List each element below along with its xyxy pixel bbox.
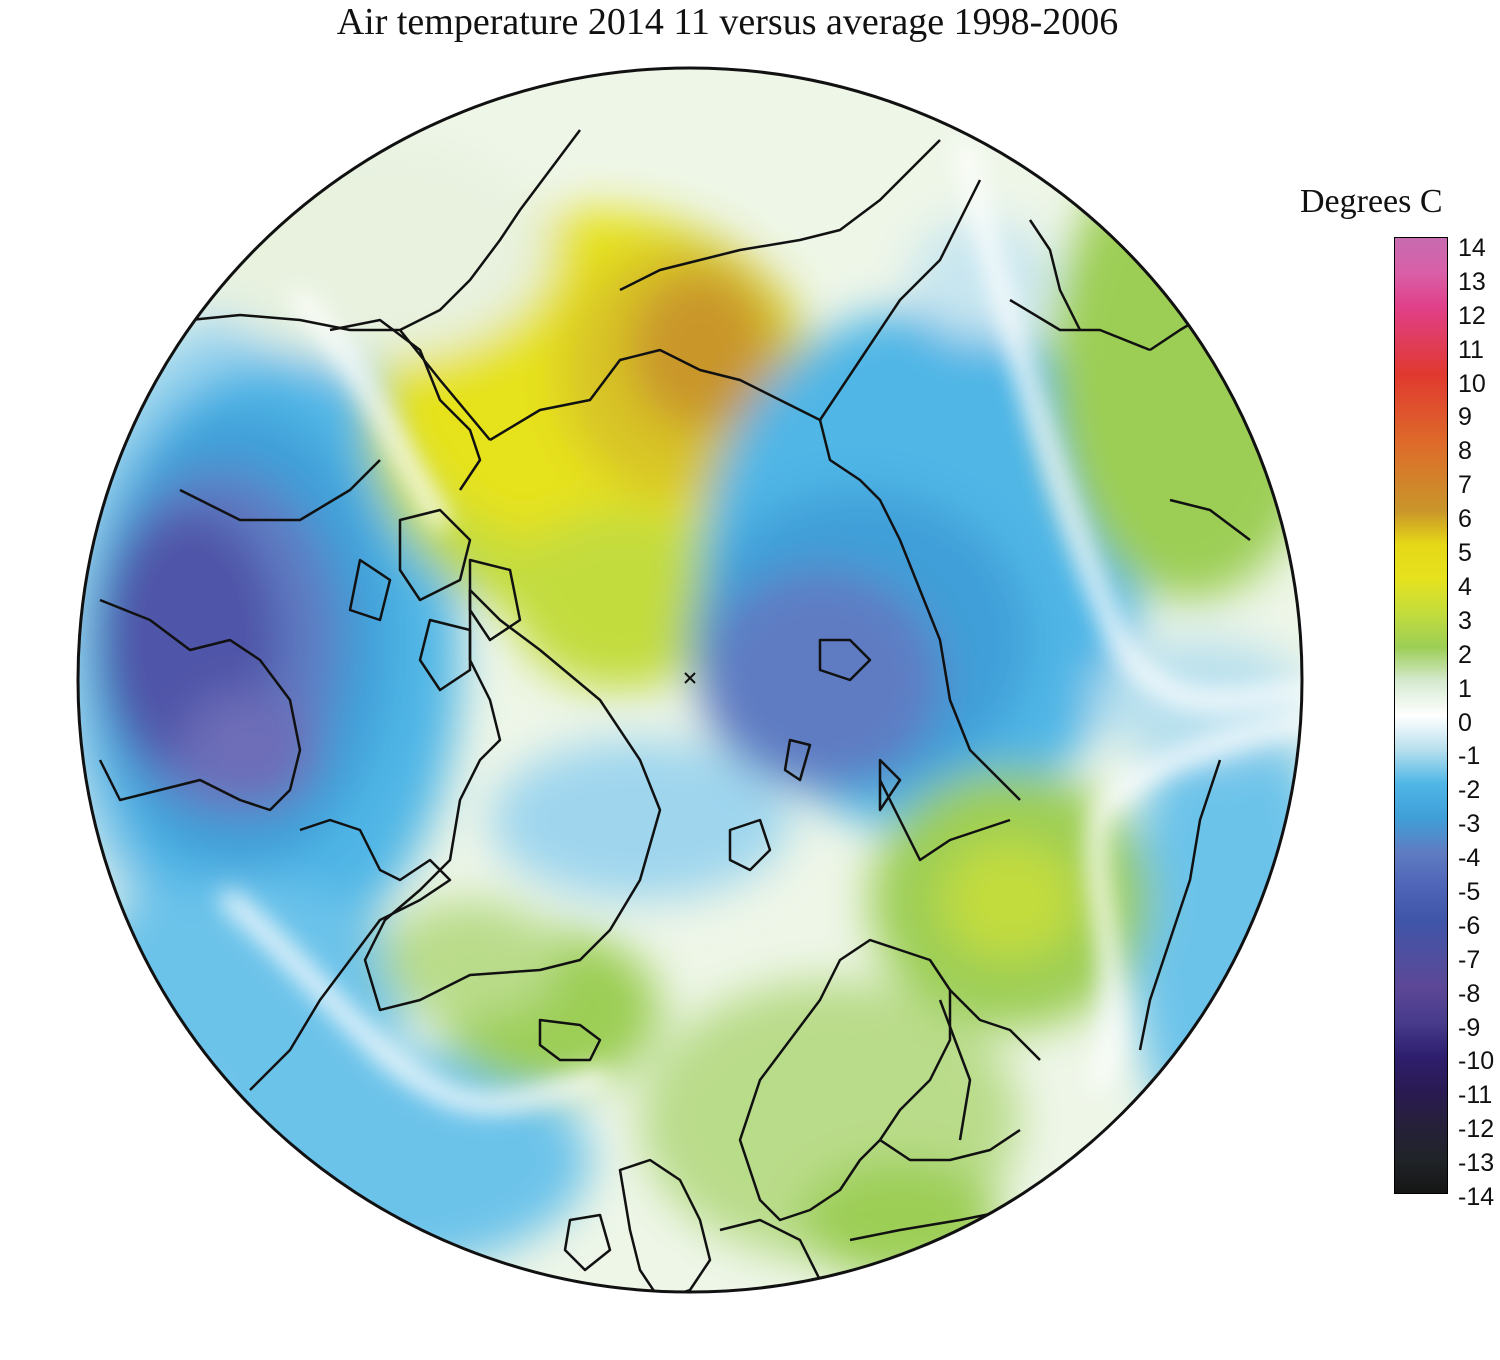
scale-tick-label: -9 (1458, 1013, 1481, 1042)
scale-tick-label: 7 (1458, 471, 1472, 500)
scale-tick-label: 2 (1458, 640, 1472, 669)
scale-tick-label: -2 (1458, 776, 1481, 805)
scale-tick-label: -10 (1458, 1047, 1495, 1076)
scale-tick-label: 8 (1458, 437, 1472, 466)
scale-tick-label: 14 (1458, 234, 1486, 262)
scale-tick-label: 6 (1458, 505, 1472, 534)
scale-tick-label: -5 (1458, 877, 1481, 906)
scale-tick-label: -8 (1458, 979, 1481, 1008)
iceland-coastline (538, 1018, 602, 1062)
scale-tick-label: -1 (1458, 742, 1481, 771)
temperature-anomaly-field (78, 68, 1302, 1292)
map-border (76, 66, 1304, 1294)
scale-tick-label: 13 (1458, 267, 1486, 296)
alaska-coastline (189, 129, 581, 332)
scale-tick-label: -3 (1458, 810, 1481, 839)
scale-tick-label: -14 (1458, 1183, 1495, 1211)
scale-tick-label: -7 (1458, 945, 1481, 974)
map-title: Air temperature 2014 11 versus average 1… (336, 1, 1119, 43)
scale-tick-label: 3 (1458, 606, 1472, 635)
scale-tick-label: 0 (1458, 708, 1472, 737)
scale-tick-label: -12 (1458, 1115, 1495, 1144)
svalbard-coastline (728, 818, 772, 872)
greenland-coastline (363, 588, 662, 1012)
british-isles-coastline (618, 1158, 712, 1292)
scale-tick-label: -11 (1458, 1081, 1493, 1110)
scale-tick-label: 4 (1458, 572, 1472, 601)
scale-tick-label: 11 (1458, 335, 1484, 364)
scale-tick-label: -13 (1458, 1149, 1495, 1178)
scale-tick-label: 12 (1458, 301, 1486, 330)
scale-tick-label: 10 (1458, 369, 1486, 398)
legend-title: Degrees C (1300, 183, 1443, 220)
canada-coastline (98, 598, 302, 812)
east-siberia-coastline (489, 348, 1021, 801)
scandinavia-coastline (738, 938, 952, 1222)
scale-tick-label: -6 (1458, 911, 1481, 940)
scale-tick-label: -4 (1458, 844, 1481, 873)
color-scale-bar (1394, 237, 1448, 1194)
scale-tick-label: 5 (1458, 539, 1472, 568)
scale-tick-label: 1 (1458, 674, 1472, 703)
north-pole-marker (684, 672, 696, 684)
scale-tick-label: 9 (1458, 403, 1472, 432)
